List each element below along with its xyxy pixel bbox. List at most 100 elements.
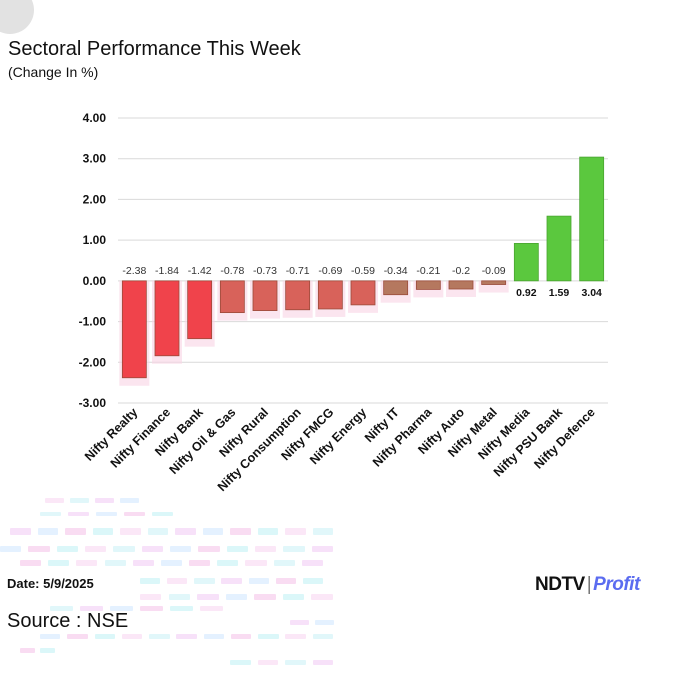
- noise-segment: [194, 578, 215, 584]
- noise-segment: [198, 546, 220, 552]
- y-tick-label: 2.00: [83, 192, 107, 206]
- bar: [285, 280, 311, 311]
- noise-segment: [257, 660, 279, 665]
- value-label: -2.38: [122, 265, 146, 277]
- noise-segment: [140, 606, 163, 611]
- noise-segment: [312, 634, 334, 639]
- noise-segment: [170, 606, 193, 611]
- y-tick-label: -1.00: [79, 315, 107, 329]
- noise-segment: [80, 606, 103, 611]
- noise-segment: [301, 560, 323, 566]
- value-label: -0.78: [220, 265, 244, 277]
- bar: [513, 242, 539, 282]
- noise-segment: [189, 560, 211, 566]
- y-tick-label: -3.00: [79, 396, 107, 410]
- bar: [448, 280, 474, 290]
- value-label: -0.34: [384, 265, 408, 277]
- noise-segment: [20, 560, 42, 566]
- noise-segment: [124, 512, 145, 516]
- bar: [415, 280, 441, 290]
- bars: [119, 156, 605, 386]
- noise-segment: [217, 560, 239, 566]
- noise-segment: [68, 512, 89, 516]
- noise-segment: [202, 528, 224, 535]
- y-tick-label: 0.00: [83, 274, 107, 288]
- bar: [383, 280, 409, 296]
- noise-segment: [230, 634, 252, 639]
- bar: [546, 215, 572, 282]
- noise-segment: [175, 528, 196, 535]
- noise-segment: [226, 546, 248, 552]
- noise-segment: [120, 498, 139, 503]
- bar: [252, 280, 278, 311]
- noise-segment: [258, 634, 279, 639]
- value-label: -1.42: [188, 265, 212, 277]
- noise-segment: [40, 634, 61, 639]
- noise-segment: [311, 594, 333, 600]
- y-tick-label: 4.00: [83, 111, 107, 125]
- noise-segment: [248, 578, 269, 584]
- noise-segment: [200, 606, 223, 611]
- noise-segment: [197, 594, 219, 600]
- noise-segment: [95, 498, 114, 503]
- bar: [579, 156, 605, 282]
- noise-segment: [48, 560, 70, 566]
- noise-segment: [285, 660, 306, 665]
- noise-segment: [92, 528, 114, 535]
- noise-segment: [176, 634, 197, 639]
- noise-segment: [141, 546, 163, 552]
- value-label: -1.84: [155, 265, 179, 277]
- value-label: 0.92: [516, 287, 537, 299]
- footer-source: Source : NSE: [7, 610, 129, 632]
- bar: [219, 280, 245, 314]
- noise-segment: [167, 578, 188, 584]
- y-tick-label: 3.00: [83, 152, 107, 166]
- value-label: -0.73: [253, 265, 277, 277]
- y-tick-label: 1.00: [83, 233, 107, 247]
- noise-segment: [56, 546, 78, 552]
- noise-segment: [312, 528, 334, 535]
- noise-segment: [10, 528, 31, 535]
- noise-segment: [20, 648, 35, 653]
- noise-segment: [254, 594, 276, 600]
- y-axis-ticks: 4.00 3.00 2.00 1.00 0.00 -1.00 -2.00 -3.00: [79, 111, 107, 410]
- noise-segment: [168, 594, 190, 600]
- noise-segment: [120, 528, 141, 535]
- noise-segment: [0, 546, 22, 552]
- bar-shadow: [478, 280, 509, 293]
- noise-segment: [67, 634, 88, 639]
- noise-segment: [160, 560, 183, 566]
- noise-segment: [282, 594, 305, 600]
- noise-segment: [285, 528, 306, 535]
- noise-segment: [170, 546, 192, 552]
- logo-brand: NDTV: [535, 574, 585, 595]
- bar: [350, 280, 376, 306]
- value-label: -0.21: [416, 265, 440, 277]
- noise-segment: [285, 634, 306, 639]
- noise-segment: [76, 560, 98, 566]
- logo-sub: Profit: [593, 574, 640, 595]
- bar: [121, 280, 147, 379]
- noise-segment: [203, 634, 225, 639]
- noise-segment: [152, 512, 173, 516]
- noise-segment: [132, 560, 154, 566]
- noise-segment: [225, 594, 248, 600]
- bar: [317, 280, 343, 310]
- value-label: -0.2: [452, 265, 470, 277]
- noise-segment: [85, 546, 107, 552]
- noise-segment: [37, 528, 59, 535]
- noise-segment: [121, 634, 143, 639]
- noise-segment: [110, 606, 133, 611]
- logo-divider: |: [586, 574, 592, 595]
- bar: [481, 280, 507, 285]
- noise-segment: [28, 546, 50, 552]
- noise-segment: [65, 528, 86, 535]
- noise-segment: [94, 634, 115, 639]
- value-label: -0.71: [286, 265, 310, 277]
- bar: [187, 280, 213, 340]
- noise-segment: [40, 648, 55, 653]
- noise-segment: [70, 498, 89, 503]
- noise-segment: [140, 578, 161, 584]
